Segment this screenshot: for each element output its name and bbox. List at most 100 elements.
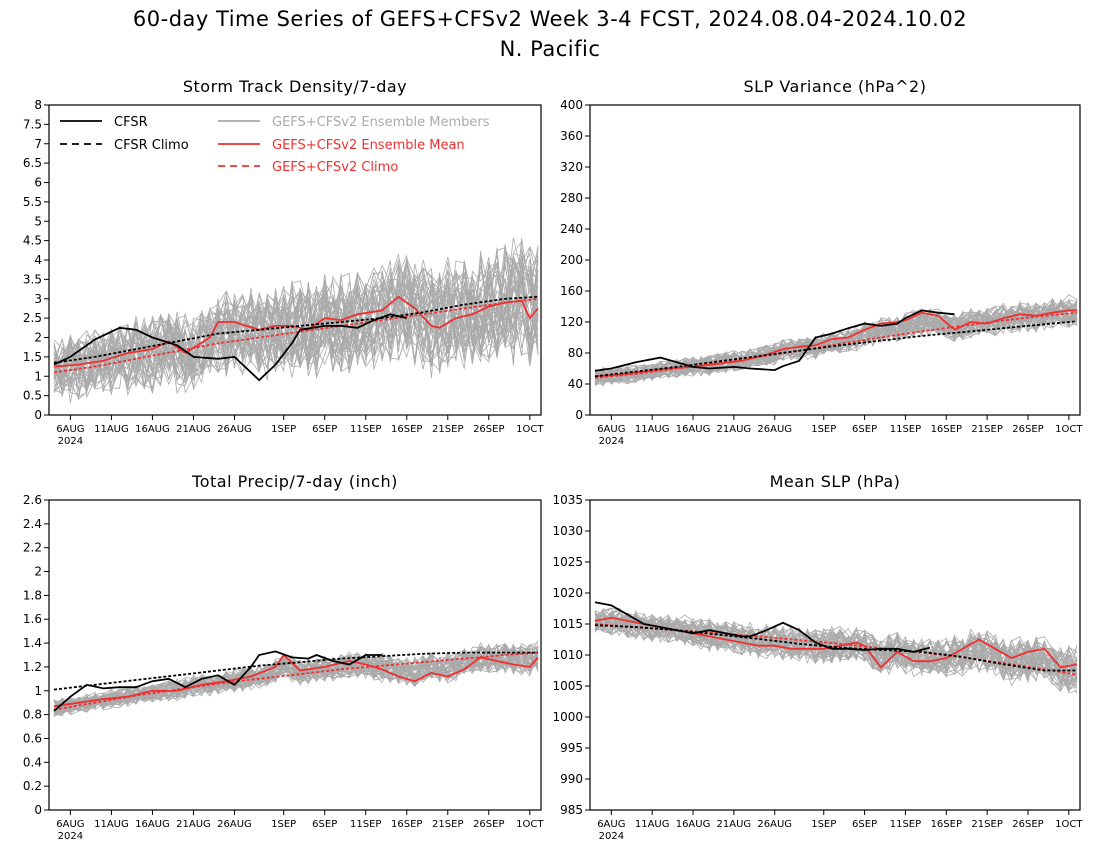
ensemble-members	[594, 294, 1078, 387]
legend: CFSR CFSR Climo GEFS+CFSv2 Ensemble Member…	[60, 115, 490, 175]
ensemble-member-line	[53, 640, 539, 717]
x-tick-label: 21AUG	[176, 819, 211, 830]
y-tick-label: 995	[560, 741, 583, 755]
series-line-cfsr	[594, 309, 955, 372]
ensemble-member-line	[594, 303, 1078, 384]
chart-slpvar: SLP Variance (hPa^2) 0 40 80 120 160 200 240 280…	[560, 77, 1083, 447]
x-tick-label: 1SEP	[811, 819, 836, 830]
x-tick-label: 6SEP	[852, 819, 877, 830]
y-tick-label: 1.8	[23, 588, 42, 602]
y-tick-label: 0	[34, 408, 42, 422]
x-tick-label: 11AUG	[635, 819, 670, 830]
y-tick-label: 160	[560, 284, 583, 298]
y-tick-label: 1.4	[23, 636, 42, 650]
x-tick-label: 21SEP	[432, 424, 463, 435]
ensemble-member-line	[53, 252, 539, 394]
series-line-gefs-cfsv2-ensemble-mean	[594, 309, 1077, 378]
legend-label-model-climo: GEFS+CFSv2 Climo	[272, 160, 398, 175]
y-tick-label: 120	[560, 315, 583, 329]
series-line-cfsr	[594, 601, 931, 653]
y-tick-label: 2	[34, 565, 42, 579]
series-line-cfsr-climo	[594, 320, 1078, 378]
chart-mslp: Mean SLP (hPa) 985 990 995 1000 1005 1010 1015 1…	[552, 472, 1083, 842]
y-tick-label: 2.4	[23, 517, 42, 531]
x-tick-label: 11SEP	[350, 424, 381, 435]
x-tick-label: 11AUG	[635, 424, 670, 435]
y-tick-label: 1.2	[23, 660, 42, 674]
y-tick-label: 4.5	[23, 234, 42, 248]
figure-title: 60-day Time Series of GEFS+CFSv2 Week 3-…	[133, 7, 967, 31]
x-tick-label: 1SEP	[811, 424, 836, 435]
x-tick-label: 11AUG	[94, 424, 129, 435]
panel-title: Storm Track Density/7-day	[183, 77, 407, 96]
x-tick-label: 21SEP	[971, 819, 1002, 830]
y-tick-label: 40	[568, 377, 583, 391]
x-tick-label: 1SEP	[271, 424, 296, 435]
ensemble-members	[53, 237, 539, 403]
y-tick-label: 2	[34, 331, 42, 345]
x-tick-label: 21AUG	[176, 424, 211, 435]
x-tick-label: 26SEP	[473, 424, 504, 435]
y-tick-label: 1	[34, 684, 42, 698]
x-tick-label: 21SEP	[971, 424, 1002, 435]
ensemble-member-line	[594, 613, 1078, 686]
series-line-gefs-cfsv2-climo	[53, 297, 539, 374]
y-tick-label: 80	[568, 346, 583, 360]
y-tick-label: 0.5	[23, 389, 42, 403]
x-tick-label: 21SEP	[432, 819, 463, 830]
y-tick-label: 2.5	[23, 311, 42, 325]
x-tick-label: 6AUG	[597, 819, 625, 830]
y-tick-label: 6	[34, 176, 42, 190]
x-tick-label: 11SEP	[350, 819, 381, 830]
y-tick-label: 240	[560, 222, 583, 236]
x-tick-label: 16SEP	[391, 819, 422, 830]
y-tick-label: 2.2	[23, 541, 42, 555]
x-tick-label: 11AUG	[94, 819, 129, 830]
y-tick-label: 7.5	[23, 117, 42, 131]
ensemble-member-line	[594, 300, 1078, 387]
x-tick-label: 26AUG	[757, 424, 792, 435]
x-tick-year: 2024	[58, 436, 83, 447]
y-tick-label: 0.8	[23, 708, 42, 722]
y-tick-label: 200	[560, 253, 583, 267]
y-tick-label: 1.5	[23, 350, 42, 364]
x-tick-label: 11SEP	[890, 819, 921, 830]
x-tick-label: 6AUG	[56, 819, 84, 830]
x-tick-label: 1SEP	[271, 819, 296, 830]
ensemble-member-line	[53, 253, 539, 392]
y-tick-label: 1025	[552, 555, 583, 569]
x-tick-label: 16SEP	[931, 424, 962, 435]
x-tick-label: 16SEP	[391, 424, 422, 435]
x-tick-label: 11SEP	[890, 424, 921, 435]
ensemble-member-line	[53, 646, 539, 715]
y-tick-label: 1000	[552, 710, 583, 724]
x-tick-label: 16AUG	[676, 819, 711, 830]
charts-group: Storm Track Density/7-day 0 0.5 1 1.5 2 2.5 3 3.…	[23, 77, 1083, 842]
x-tick-label: 26AUG	[757, 819, 792, 830]
x-tick-label: 21AUG	[717, 424, 752, 435]
x-tick-label: 6SEP	[312, 819, 337, 830]
ensemble-member-line	[594, 302, 1078, 384]
y-tick-label: 6.5	[23, 156, 42, 170]
series-line-cfsr	[53, 650, 383, 712]
y-tick-label: 5	[34, 214, 42, 228]
y-tick-label: 1010	[552, 648, 583, 662]
chart-precip: Total Precip/7-day (inch)00.20.40.60.811…	[23, 472, 544, 842]
x-tick-label: 26SEP	[473, 819, 504, 830]
x-tick-label: 1OCT	[516, 819, 544, 830]
y-tick-label: 4	[34, 253, 42, 267]
x-tick-label: 26AUG	[217, 424, 252, 435]
ensemble-member-line	[594, 615, 1078, 691]
y-tick-label: 1	[34, 369, 42, 383]
legend-label-cfsr-climo: CFSR Climo	[114, 138, 189, 153]
y-tick-label: 1030	[552, 524, 583, 538]
y-tick-label: 280	[560, 191, 583, 205]
x-tick-label: 1OCT	[1055, 424, 1083, 435]
panel-title: Mean SLP (hPa)	[770, 472, 901, 491]
x-tick-label: 6SEP	[312, 424, 337, 435]
y-tick-label: 1020	[552, 586, 583, 600]
y-tick-label: 320	[560, 160, 583, 174]
ensemble-member-line	[594, 302, 1078, 380]
